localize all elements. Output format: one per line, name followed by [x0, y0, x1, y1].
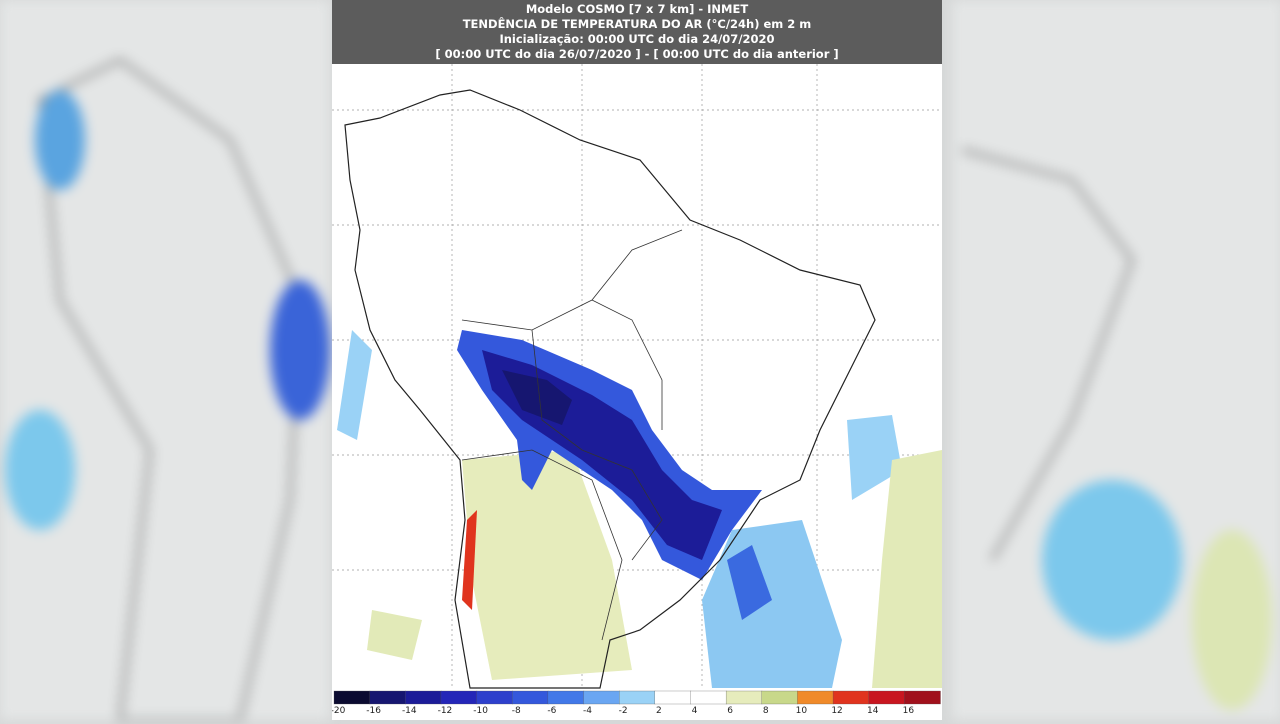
graticule [332, 64, 942, 688]
colorbar-label: -12 [438, 706, 453, 716]
colorbar-swatch [761, 690, 799, 705]
colorbar-swatch [583, 690, 620, 705]
colorbar-swatch [725, 690, 763, 705]
colorbar-label: -14 [402, 706, 417, 716]
colorbar-swatch [333, 690, 371, 705]
colorbar-swatch [904, 690, 941, 705]
colorbar-swatch [619, 690, 656, 705]
colorbar-swatch [690, 690, 727, 705]
colorbar-label: 16 [903, 706, 915, 716]
colorbar-label: -20 [332, 706, 346, 716]
colorbar-label: 12 [831, 706, 842, 716]
blurred-map [961, 148, 1272, 710]
colorbar-swatch [440, 690, 478, 705]
coastline [344, 89, 876, 689]
blurred-background [952, 0, 1280, 720]
map-panel: Modelo COSMO [7 x 7 km] - INMET TENDÊNCI… [332, 0, 942, 720]
colorbar-swatch [405, 690, 442, 705]
blurred-background [0, 0, 330, 722]
header-line: TENDÊNCIA DE TEMPERATURA DO AR (°C/24h) … [462, 17, 812, 31]
colorbar-label: -6 [547, 706, 556, 716]
temperature-field [337, 330, 942, 688]
colorbar-swatch [512, 690, 549, 705]
colorbar-swatch [654, 690, 692, 705]
colorbar-label: 2 [656, 706, 662, 716]
colorbar-swatch [369, 690, 406, 705]
colorbar: -20 -16 -14 -12 -10 -8 -6 -4 -2 2 4 6 8 10 12 14 16 [332, 690, 941, 716]
header-line: [ 00:00 UTC do dia 26/07/2020 ] - [ 00:0… [435, 47, 839, 61]
colorbar-label: 4 [692, 706, 698, 716]
map: -20 -16 -14 -12 -10 -8 -6 -4 -2 2 4 6 8 10 12 14 16 [332, 64, 942, 716]
borders [461, 229, 683, 641]
map-header: Modelo COSMO [7 x 7 km] - INMET TENDÊNCI… [332, 0, 942, 64]
colorbar-swatch [547, 690, 585, 705]
colorbar-label: 6 [727, 706, 733, 716]
colorbar-label: 14 [867, 706, 879, 716]
colorbar-label: 10 [796, 706, 808, 716]
header-line: Inicialização: 00:00 UTC do dia 24/07/20… [499, 32, 775, 46]
colorbar-swatch [797, 690, 834, 705]
colorbar-label: -8 [512, 706, 521, 716]
blurred-map [5, 58, 330, 722]
colorbar-label: -16 [366, 706, 381, 716]
header-line: Modelo COSMO [7 x 7 km] - INMET [525, 2, 749, 16]
colorbar-label: 8 [763, 706, 769, 716]
colorbar-swatch [476, 690, 513, 705]
colorbar-swatch [832, 690, 870, 705]
colorbar-label: -4 [583, 706, 592, 716]
colorbar-label: -2 [619, 706, 628, 716]
colorbar-label: -10 [473, 706, 488, 716]
colorbar-swatch [868, 690, 906, 705]
